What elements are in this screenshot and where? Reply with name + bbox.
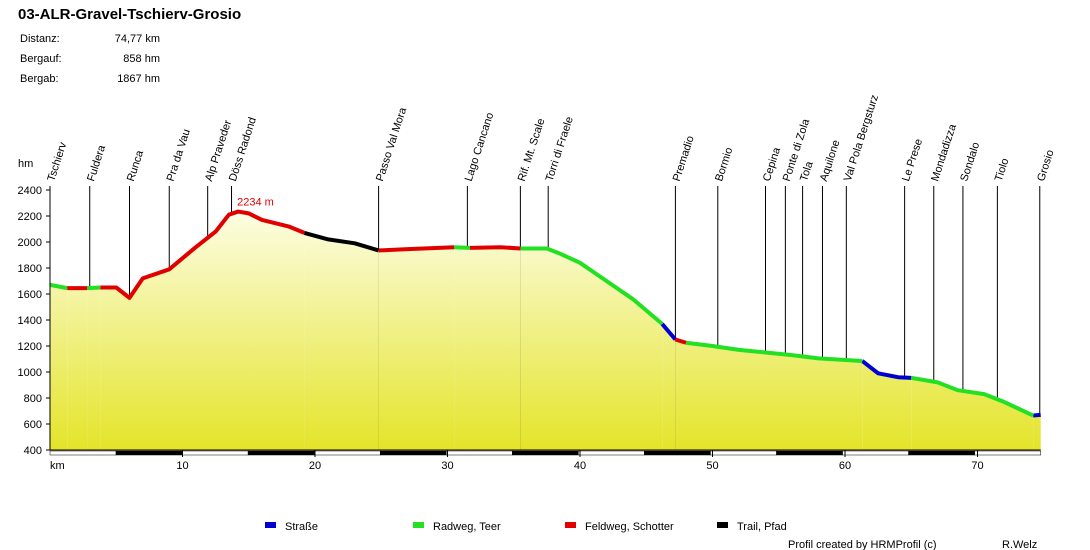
area-fill (67, 211, 686, 450)
scale-bar (974, 450, 1041, 456)
stat-label: Distanz: (20, 33, 60, 45)
y-tick-label: 2400 (18, 185, 42, 197)
stat-value: 74,77 km (115, 33, 160, 45)
waypoint-label: Tola (798, 159, 816, 183)
scale-bar (578, 450, 645, 456)
legend-label: Radweg, Teer (433, 521, 501, 533)
y-tick-label: 1600 (18, 289, 42, 301)
profile-line (660, 322, 1041, 418)
waypoint-label: Val Pola Bergsturz (842, 93, 881, 183)
y-tick-label: 2200 (18, 211, 42, 223)
peak-label: 2234 m (237, 197, 274, 209)
waypoint-label: Le Prese (900, 137, 925, 183)
scale-bar (710, 450, 777, 456)
waypoint-label: Pra da Vau (165, 128, 193, 183)
legend-swatch (717, 522, 728, 528)
scale-bar (379, 450, 447, 456)
waypoint-label: Fuldera (85, 143, 108, 183)
area-fill (50, 247, 1034, 450)
waypoint-label: Bormio (713, 146, 735, 183)
profile-line (303, 230, 380, 253)
scale-bar (512, 450, 579, 456)
waypoint-label: Cepina (761, 145, 783, 183)
scale-bar (247, 450, 315, 456)
scale-bar (49, 450, 117, 456)
waypoint-label: Tschierv (45, 140, 69, 183)
y-tick-label: 400 (24, 445, 42, 457)
y-axis-label: hm (18, 158, 33, 170)
x-tick-label: 50 (706, 460, 718, 472)
waypoint-label: Rif. Mt. Scale (516, 117, 548, 183)
waypoint-label: Runca (125, 148, 147, 183)
scale-bar (908, 450, 975, 456)
stat-value: 1867 hm (117, 73, 160, 85)
waypoint-label: Sondalo (958, 141, 982, 183)
x-tick-label: 30 (441, 460, 453, 472)
x-tick-label: 10 (176, 460, 188, 472)
chart-title: 03-ALR-Gravel-Tschierv-Grosio (18, 6, 241, 23)
y-tick-label: 600 (24, 419, 42, 431)
scale-bar (842, 450, 909, 456)
stat-label: Bergab: (20, 73, 59, 85)
y-tick-label: 2000 (18, 237, 42, 249)
x-tick-label: 20 (309, 460, 321, 472)
waypoint-label: Tiolo (993, 157, 1012, 183)
waypoint-label: Premadio (671, 134, 697, 182)
legend-label: Feldweg, Schotter (585, 521, 674, 533)
waypoint-label: Lago Cancano (463, 111, 497, 183)
scale-bar (446, 450, 513, 456)
x-tick-label: 70 (971, 460, 983, 472)
legend-swatch (413, 522, 424, 528)
y-tick-label: 1000 (18, 367, 42, 379)
scale-bar (776, 450, 843, 456)
legend-label: Straße (285, 521, 318, 533)
x-tick-label: 60 (839, 460, 851, 472)
legend-swatch (265, 522, 276, 528)
scale-bar (115, 450, 183, 456)
y-tick-label: 1400 (18, 315, 42, 327)
waypoint-label: Passo Val Mora (374, 105, 409, 183)
scale-bar (644, 450, 711, 456)
legend-swatch (565, 522, 576, 528)
x-tick-label: 40 (574, 460, 586, 472)
legend-label: Trail, Pfad (737, 521, 787, 533)
scale-bar (313, 450, 381, 456)
scale-bar (181, 450, 249, 456)
author: R.Welz (1002, 539, 1037, 550)
profile-line (67, 209, 687, 345)
y-tick-label: 1200 (18, 341, 42, 353)
area-fill (304, 232, 379, 450)
waypoint-label: Torri di Fraele (544, 115, 576, 183)
profile-line (49, 245, 1034, 418)
stat-label: Bergauf: (20, 53, 62, 65)
waypoint-label: Aquilone (818, 138, 843, 182)
stat-value: 858 hm (123, 53, 160, 65)
y-tick-label: 800 (24, 393, 42, 405)
waypoint-label: Mondadizza (929, 122, 959, 183)
credit: Profil created by HRMProfil (c) (788, 539, 937, 550)
waypoint-label: Grosio (1035, 148, 1056, 183)
y-tick-label: 1800 (18, 263, 42, 275)
x-axis-label: km (50, 460, 65, 472)
